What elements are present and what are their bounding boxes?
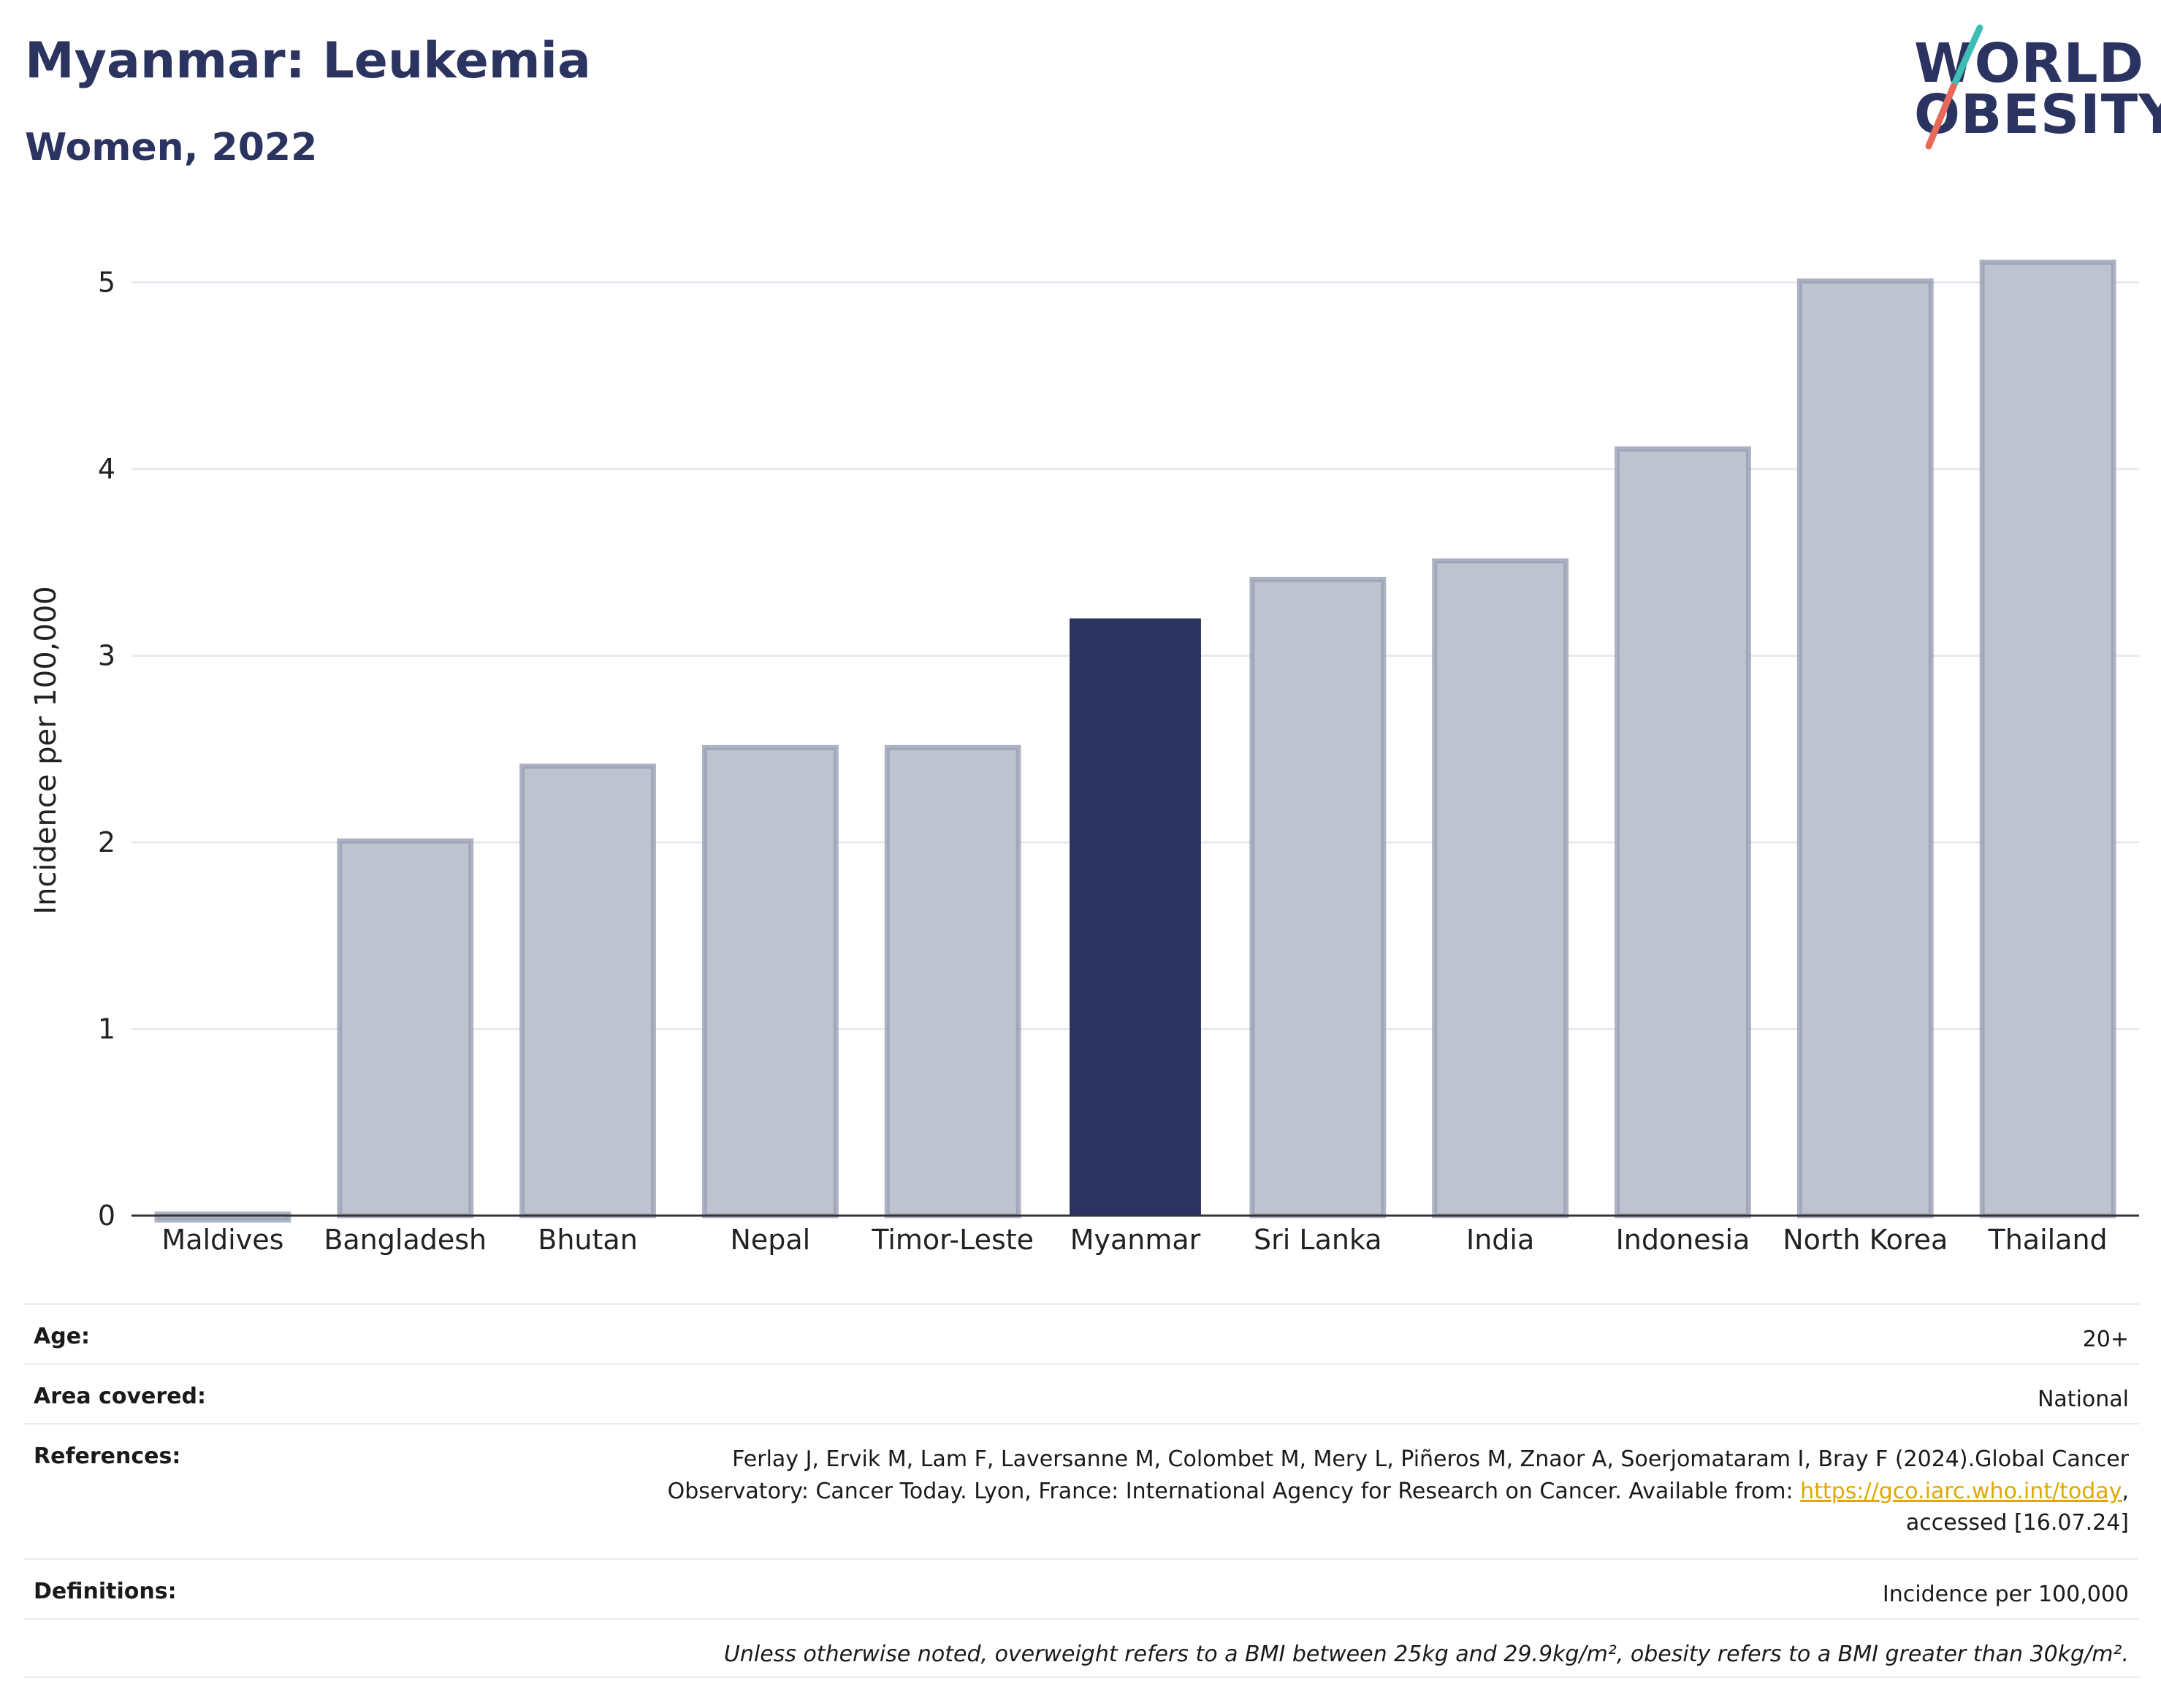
bar [1070, 618, 1201, 1216]
logo-text-obesity: OBESITY [1914, 83, 2161, 146]
world-obesity-logo: WORLD OBESITY [1899, 22, 2161, 153]
y-tick-label: 0 [98, 1200, 115, 1232]
bar [337, 838, 474, 1219]
x-tick-label: Myanmar [1070, 1224, 1201, 1256]
x-tick-label: Sri Lanka [1254, 1224, 1382, 1256]
meta-row-area: Area covered: National [23, 1363, 2139, 1423]
meta-row-age: Age: 20+ [23, 1303, 2139, 1363]
meta-row-references: References: Ferlay J, Ervik M, Lam F, La… [23, 1423, 2139, 1558]
x-tick-label: Bhutan [538, 1224, 638, 1256]
y-tick-label: 2 [98, 826, 115, 858]
age-value: 20+ [2082, 1327, 2129, 1352]
x-tick-label: India [1466, 1224, 1534, 1256]
x-tick-label: Bangladesh [324, 1224, 487, 1256]
bar [1796, 278, 1934, 1219]
meta-row-note: Unless otherwise noted, overweight refer… [23, 1617, 2139, 1678]
area-label: Area covered: [34, 1384, 206, 1409]
meta-row-definitions: Definitions: Incidence per 100,000 [23, 1558, 2139, 1618]
definitions-value: Incidence per 100,000 [1882, 1581, 2129, 1607]
bar [519, 763, 656, 1219]
references-label: References: [34, 1444, 181, 1469]
references-comma: , [2122, 1478, 2129, 1504]
age-label: Age: [34, 1324, 91, 1349]
y-tick-label: 3 [98, 640, 115, 672]
definitions-label: Definitions: [34, 1578, 177, 1604]
x-tick-label: Timor-Leste [871, 1224, 1034, 1256]
page-subtitle: Women, 2022 [25, 126, 318, 169]
x-tick-label: Thailand [1987, 1224, 2107, 1256]
bmi-note: Unless otherwise noted, overweight refer… [723, 1641, 2129, 1667]
bar [1249, 576, 1387, 1219]
x-tick-label: Indonesia [1616, 1224, 1750, 1256]
y-axis-title: Incidence per 100,000 [29, 586, 63, 915]
y-tick-label: 5 [98, 267, 115, 299]
metadata-table: Age: 20+ Area covered: National Referenc… [23, 1303, 2139, 1678]
y-tick-label: 4 [98, 453, 115, 485]
bar [154, 1211, 291, 1223]
bar [1615, 446, 1751, 1219]
x-tick-label: North Korea [1783, 1224, 1948, 1256]
x-tick-label: Maldives [161, 1224, 283, 1256]
bar [884, 744, 1021, 1219]
page-title: Myanmar: Leukemia [25, 32, 591, 90]
references-line1: Ferlay J, Ervik M, Lam F, Laversanne M, … [732, 1446, 2129, 1472]
logo-slash-icon [1925, 24, 1983, 150]
references-line2: Observatory: Cancer Today. Lyon, France:… [667, 1478, 1801, 1504]
bar [1979, 259, 2116, 1219]
bar-chart: 0 1 2 3 4 5 Incidence per 100,000 Maldives Bangl… [29, 259, 2139, 1256]
references-line3: accessed [16.07.24] [1905, 1510, 2129, 1536]
bar [1432, 558, 1569, 1219]
references-value: Ferlay J, Ervik M, Lam F, Laversanne M, … [668, 1444, 2129, 1539]
bar [701, 744, 839, 1219]
area-value: National [2037, 1387, 2129, 1412]
y-tick-label: 1 [98, 1013, 115, 1045]
references-link[interactable]: https://gco.iarc.who.int/today [1800, 1478, 2122, 1504]
x-tick-label: Nepal [730, 1224, 810, 1256]
